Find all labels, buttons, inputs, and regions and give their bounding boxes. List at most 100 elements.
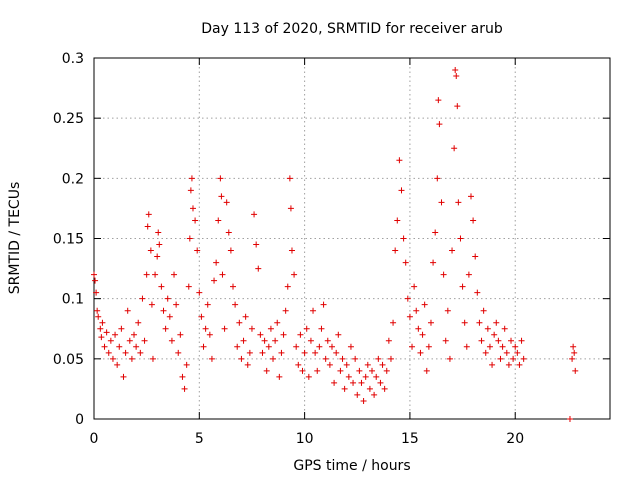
data-point — [297, 331, 304, 338]
data-point — [444, 307, 451, 314]
data-point — [147, 247, 154, 254]
data-point — [440, 271, 447, 278]
data-point — [390, 319, 397, 326]
data-point — [423, 367, 430, 374]
data-point — [253, 241, 260, 248]
data-point — [131, 331, 138, 338]
data-point — [299, 367, 306, 374]
data-point — [92, 277, 99, 284]
data-point — [505, 361, 512, 368]
data-point — [280, 331, 287, 338]
data-point — [263, 367, 270, 374]
y-tick-label: 0.1 — [62, 292, 84, 308]
data-point — [432, 229, 439, 236]
data-point — [435, 97, 442, 104]
data-point — [282, 307, 289, 314]
data-point — [314, 367, 321, 374]
data-point — [345, 373, 352, 380]
data-point — [356, 367, 363, 374]
data-point — [457, 235, 464, 242]
data-point — [419, 331, 426, 338]
data-point — [236, 319, 243, 326]
data-point — [198, 313, 205, 320]
data-point — [516, 361, 523, 368]
data-point — [303, 325, 310, 332]
data-point — [385, 337, 392, 344]
data-point — [230, 283, 237, 290]
data-point — [257, 331, 264, 338]
data-point — [213, 259, 220, 266]
data-point — [144, 223, 151, 230]
data-point — [482, 349, 489, 356]
data-point — [225, 229, 232, 236]
data-point — [270, 355, 277, 362]
data-point — [503, 349, 510, 356]
data-point — [143, 271, 150, 278]
data-point — [358, 379, 365, 386]
data-point — [204, 301, 211, 308]
data-point — [461, 319, 468, 326]
data-point — [255, 265, 262, 272]
y-tick-label: 0.2 — [62, 171, 84, 187]
y-axis-title: SRMTID / TECUs — [7, 182, 23, 295]
data-point — [124, 307, 131, 314]
data-point — [135, 319, 142, 326]
data-point — [218, 193, 225, 200]
data-point — [139, 295, 146, 302]
data-point — [248, 325, 255, 332]
data-point — [118, 325, 125, 332]
data-point — [211, 277, 218, 284]
data-point — [196, 289, 203, 296]
data-point — [164, 295, 171, 302]
data-point — [223, 199, 230, 206]
data-point — [406, 313, 413, 320]
data-point — [272, 337, 279, 344]
grid-lines — [94, 58, 610, 419]
data-point — [103, 329, 110, 336]
data-point — [387, 355, 394, 362]
data-point — [436, 121, 443, 128]
data-point — [455, 199, 462, 206]
data-point — [227, 247, 234, 254]
data-point — [94, 307, 101, 314]
data-point — [105, 349, 112, 356]
x-tick-label: 5 — [195, 431, 204, 447]
data-point — [128, 355, 135, 362]
data-point — [442, 337, 449, 344]
data-point — [495, 337, 502, 344]
data-point — [484, 325, 491, 332]
data-point — [295, 361, 302, 368]
data-point — [208, 355, 215, 362]
data-point — [267, 325, 274, 332]
data-point — [343, 361, 350, 368]
data-point — [474, 289, 481, 296]
chart-title: Day 113 of 2020, SRMTID for receiver aru… — [201, 21, 503, 37]
data-point — [430, 259, 437, 266]
data-point — [392, 247, 399, 254]
data-point — [415, 325, 422, 332]
data-point — [107, 337, 114, 344]
data-point — [133, 343, 140, 350]
data-point — [324, 337, 331, 344]
data-point — [141, 337, 148, 344]
data-point — [307, 337, 314, 344]
data-point — [217, 175, 224, 182]
data-point — [137, 349, 144, 356]
data-point — [232, 301, 239, 308]
data-point — [160, 307, 167, 314]
data-point — [284, 283, 291, 290]
data-point — [499, 343, 506, 350]
data-point — [301, 349, 308, 356]
data-point — [206, 331, 213, 338]
data-point — [347, 343, 354, 350]
data-point — [569, 355, 576, 362]
data-point — [411, 283, 418, 290]
data-point — [501, 325, 508, 332]
data-point — [101, 343, 108, 350]
data-point — [493, 319, 500, 326]
data-point — [331, 379, 338, 386]
data-point — [333, 349, 340, 356]
data-point — [251, 211, 258, 218]
data-point — [373, 373, 380, 380]
data-point — [221, 325, 228, 332]
